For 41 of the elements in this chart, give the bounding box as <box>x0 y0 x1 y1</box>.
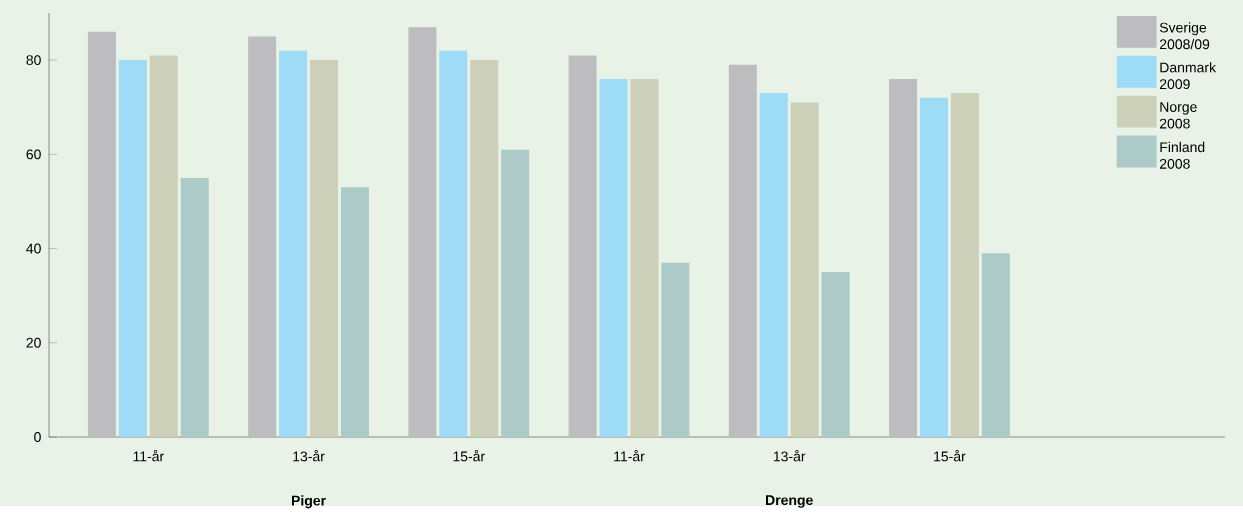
x-tick-label: 13-år <box>773 449 806 462</box>
y-tick-label: 80 <box>26 55 41 66</box>
bar <box>87 31 116 437</box>
x-tick-label: 15-år <box>453 449 485 462</box>
y-tick-label: 0 <box>34 432 41 442</box>
bar <box>248 36 277 437</box>
text: Piger <box>291 495 326 509</box>
x-tick-label: 11-år <box>614 449 645 462</box>
bar <box>981 253 1010 437</box>
bar <box>310 60 339 437</box>
bar <box>599 78 628 437</box>
bar <box>661 262 690 437</box>
legend-label: Danmark 2009 <box>1159 62 1217 90</box>
bar <box>919 97 948 437</box>
bar <box>790 102 819 437</box>
x-tick-label: 11-år <box>133 449 164 462</box>
bar <box>630 78 659 437</box>
bar <box>439 50 468 437</box>
bar <box>279 50 308 437</box>
legend-label: Finland 2008 <box>1159 141 1205 169</box>
bar <box>759 93 788 437</box>
bar <box>408 27 437 437</box>
y-tick-label: 40 <box>26 243 41 254</box>
bar <box>568 55 597 437</box>
text: Drenge <box>766 495 813 508</box>
bar <box>340 187 369 437</box>
bar <box>180 177 209 437</box>
bar <box>149 55 178 437</box>
bar <box>950 93 979 437</box>
bar <box>821 272 850 437</box>
x-tick-label: 13-år <box>293 449 325 462</box>
y-tick-label: 20 <box>26 337 41 348</box>
x-tick-label: 15-år <box>934 449 966 462</box>
bar <box>728 64 757 437</box>
y-tick-label: 60 <box>26 149 41 160</box>
legend-label: Sverige 2008/09 <box>1159 22 1210 50</box>
bar <box>470 60 499 437</box>
legend-label: Norge 2008 <box>1159 102 1197 129</box>
bar <box>889 78 918 437</box>
bar <box>118 60 147 437</box>
bar <box>501 149 530 437</box>
